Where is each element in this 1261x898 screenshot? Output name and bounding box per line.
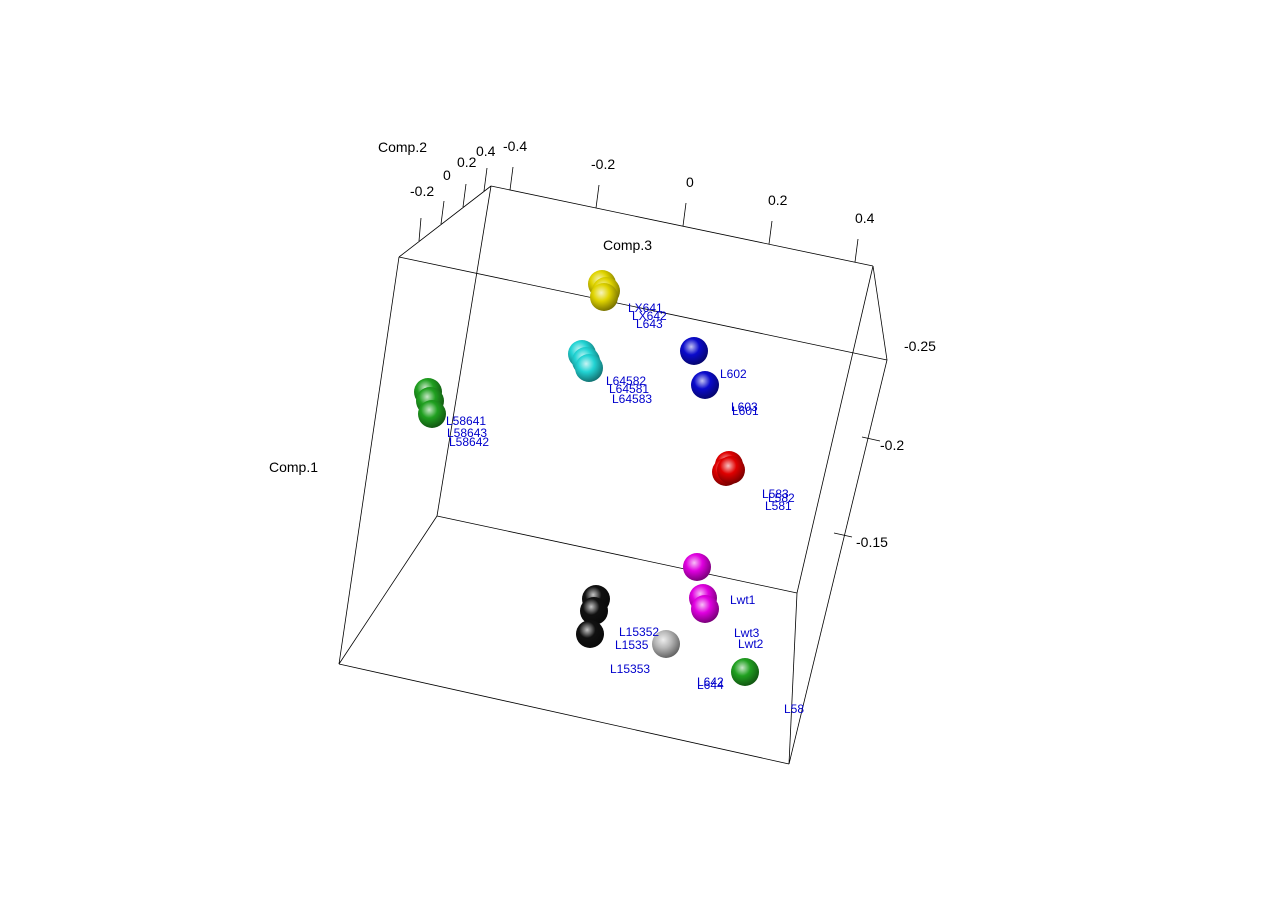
tick-label: -0.25 xyxy=(904,338,936,354)
data-point xyxy=(691,595,719,623)
point-label: L602 xyxy=(720,367,747,381)
point-label: L58 xyxy=(784,702,804,716)
data-point xyxy=(576,620,604,648)
box-edge xyxy=(788,359,888,765)
point-label: Lwt2 xyxy=(738,637,764,651)
data-point xyxy=(580,597,608,625)
tick-label: -0.4 xyxy=(503,138,527,154)
tick-mark xyxy=(418,217,422,242)
point-label: L603 xyxy=(731,400,758,414)
axis-title-comp2: Comp.2 xyxy=(378,139,427,155)
axis-title-comp1: Comp.1 xyxy=(269,459,318,475)
box-edge xyxy=(338,515,438,665)
data-point xyxy=(691,371,719,399)
data-point xyxy=(717,456,745,484)
tick-label: 0 xyxy=(443,167,451,183)
point-label: Lwt1 xyxy=(730,593,756,607)
box-edge xyxy=(796,265,874,594)
point-label: L58641 xyxy=(446,414,486,428)
tick-mark xyxy=(483,167,488,192)
point-label: L15353 xyxy=(610,662,650,676)
data-point xyxy=(683,553,711,581)
point-label: L1535 xyxy=(615,638,649,652)
point-label: L64582 xyxy=(606,374,646,388)
tick-label: -0.15 xyxy=(856,534,888,550)
data-point xyxy=(731,658,759,686)
tick-mark xyxy=(595,184,600,209)
point-label: L64581 xyxy=(609,382,649,396)
tick-mark xyxy=(440,200,445,225)
tick-mark xyxy=(833,532,853,538)
tick-mark xyxy=(462,183,467,208)
box-edge xyxy=(872,265,888,361)
point-label: L643 xyxy=(636,317,663,331)
point-label: L644 xyxy=(697,678,724,692)
tick-mark xyxy=(768,220,773,245)
data-point xyxy=(590,283,618,311)
tick-label: 0.2 xyxy=(768,192,788,208)
tick-mark xyxy=(509,166,514,191)
point-label: L58643 xyxy=(447,426,487,440)
box-edge xyxy=(436,185,492,517)
tick-label: -0.2 xyxy=(591,156,615,172)
data-point xyxy=(418,400,446,428)
point-label: LX642 xyxy=(632,309,667,323)
point-label: LX641 xyxy=(628,301,663,315)
point-label: L582 xyxy=(768,491,795,505)
point-label: L581 xyxy=(765,499,792,513)
tick-mark xyxy=(854,238,859,263)
data-point xyxy=(680,337,708,365)
box-edge xyxy=(338,256,400,665)
tick-mark xyxy=(682,202,687,227)
box-edge xyxy=(398,185,492,258)
tick-label: 0.4 xyxy=(855,210,875,226)
tick-label: -0.2 xyxy=(880,437,904,453)
box-edge xyxy=(398,256,888,361)
tick-marks xyxy=(418,166,881,538)
box-edges xyxy=(338,185,888,765)
box-edge xyxy=(436,515,798,594)
point-label: L601 xyxy=(732,404,759,418)
data-points xyxy=(414,270,759,686)
tick-label: 0.2 xyxy=(457,154,477,170)
point-label: L58642 xyxy=(449,435,489,449)
axis-title-comp3: Comp.3 xyxy=(603,237,652,253)
tick-label: -0.2 xyxy=(410,183,434,199)
point-label: L64583 xyxy=(612,392,652,406)
point-label: Lwt3 xyxy=(734,626,760,640)
data-point xyxy=(652,630,680,658)
tick-mark xyxy=(861,436,881,442)
box-edge xyxy=(490,185,874,267)
tick-label: 0.4 xyxy=(476,143,496,159)
data-point xyxy=(575,354,603,382)
tick-label: 0 xyxy=(686,174,694,190)
point-label: L583 xyxy=(762,487,789,501)
point-label: L642 xyxy=(697,675,724,689)
point-label: L15352 xyxy=(619,625,659,639)
box-edge xyxy=(338,663,790,765)
box-edge xyxy=(788,592,798,765)
